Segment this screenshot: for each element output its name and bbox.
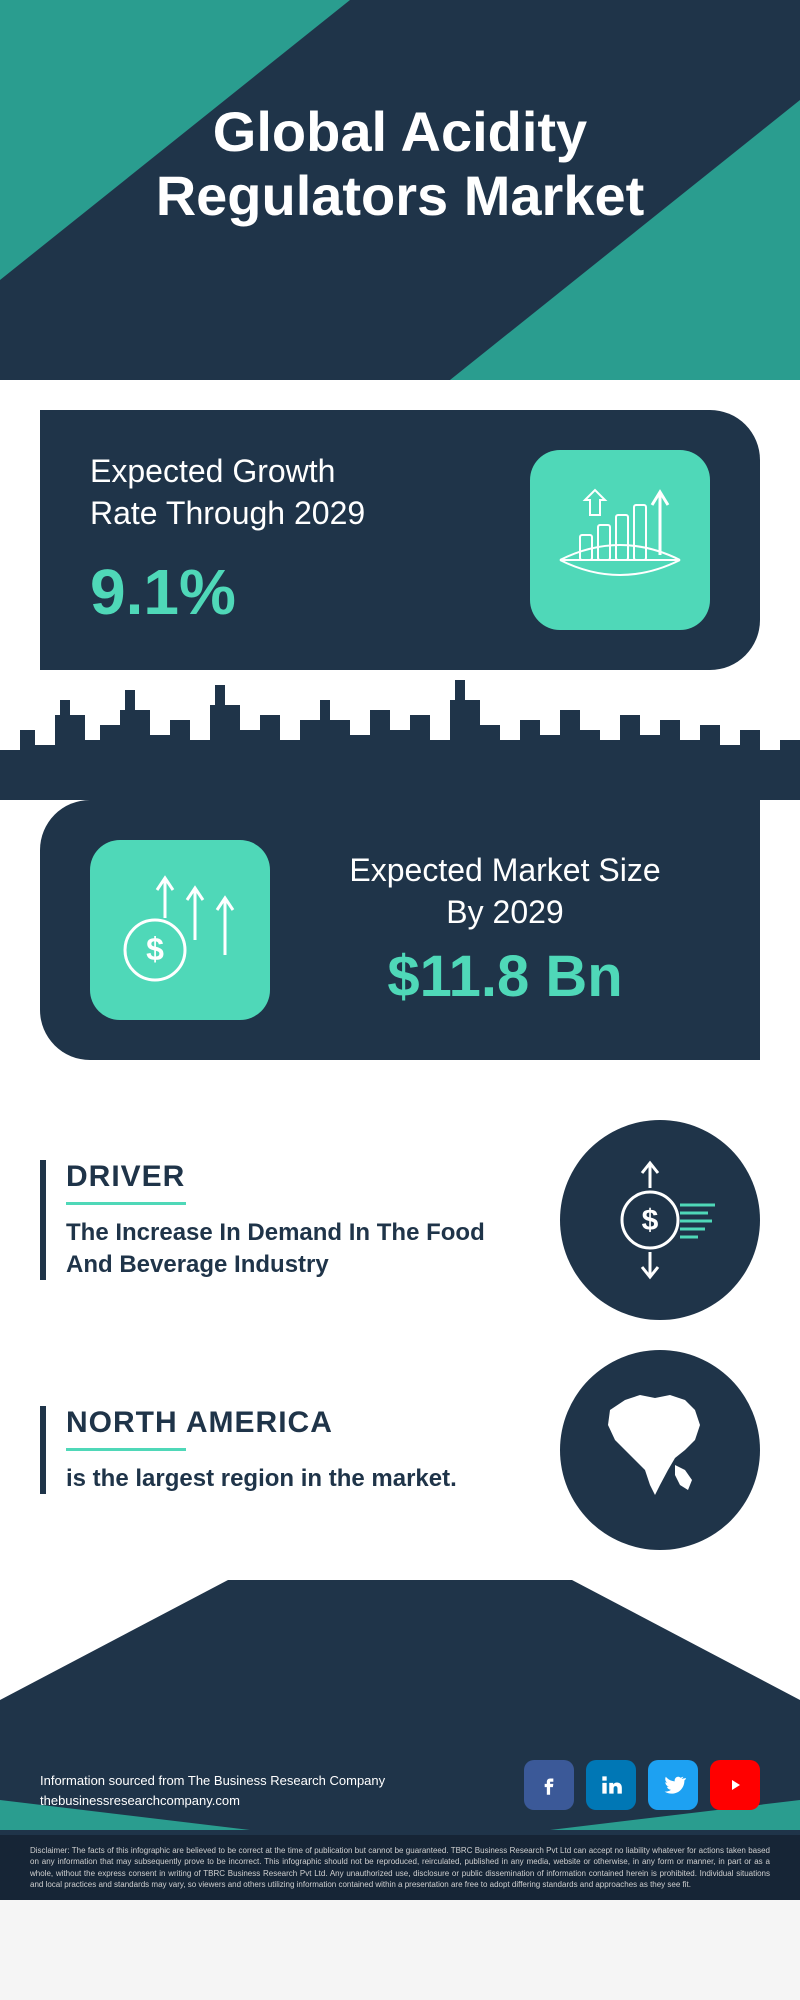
market-size-panel: $ Expected Market Size By 2029 $11.8 Bn: [40, 800, 760, 1060]
region-row: NORTH AMERICA is the largest region in t…: [40, 1350, 760, 1550]
dollar-cycle-icon: $: [560, 1120, 760, 1320]
skyline-divider: [0, 670, 800, 800]
linkedin-icon[interactable]: [586, 1760, 636, 1810]
social-row: [524, 1760, 760, 1810]
title-line1: Global Acidity: [213, 100, 587, 163]
underline: [66, 1202, 186, 1205]
growth-rate-panel: Expected Growth Rate Through 2029 9.1%: [40, 410, 760, 670]
driver-row: DRIVER The Increase In Demand In The Foo…: [40, 1120, 760, 1320]
spacer: [0, 380, 800, 410]
region-title: NORTH AMERICA: [66, 1406, 500, 1440]
svg-text:$: $: [642, 1204, 659, 1237]
growth-label: Expected Growth Rate Through 2029: [90, 451, 365, 534]
title-line2: Regulators Market: [156, 164, 645, 227]
twitter-icon[interactable]: [648, 1760, 698, 1810]
svg-text:$: $: [146, 931, 164, 967]
page-title: Global Acidity Regulators Market: [0, 100, 800, 229]
region-text: NORTH AMERICA is the largest region in t…: [40, 1406, 500, 1494]
growth-text-block: Expected Growth Rate Through 2029 9.1%: [90, 451, 365, 628]
source-text: Information sourced from The Business Re…: [40, 1771, 385, 1810]
dollar-growth-icon: $: [90, 840, 270, 1020]
triangle-footer-left: [0, 1580, 380, 1700]
header-section: Global Acidity Regulators Market: [0, 0, 800, 380]
footer-section: Information sourced from The Business Re…: [0, 1580, 800, 1900]
market-label: Expected Market Size By 2029: [300, 850, 710, 933]
market-value: $11.8 Bn: [300, 943, 710, 1010]
infographic-page: Global Acidity Regulators Market Expecte…: [0, 0, 800, 1900]
spacer: [0, 1060, 800, 1090]
north-america-map-icon: [560, 1350, 760, 1550]
disclaimer-text: Disclaimer: The facts of this infographi…: [0, 1835, 800, 1900]
region-body: is the largest region in the market.: [66, 1463, 500, 1494]
source-row: Information sourced from The Business Re…: [40, 1760, 760, 1810]
growth-chart-icon: [530, 450, 710, 630]
driver-body: The Increase In Demand In The Food And B…: [66, 1217, 500, 1279]
underline: [66, 1448, 186, 1451]
driver-title: DRIVER: [66, 1160, 500, 1194]
youtube-icon[interactable]: [710, 1760, 760, 1810]
triangle-footer-right: [420, 1580, 800, 1700]
market-text-block: Expected Market Size By 2029 $11.8 Bn: [300, 850, 710, 1010]
growth-value: 9.1%: [90, 555, 365, 629]
facebook-icon[interactable]: [524, 1760, 574, 1810]
driver-text: DRIVER The Increase In Demand In The Foo…: [40, 1160, 500, 1279]
